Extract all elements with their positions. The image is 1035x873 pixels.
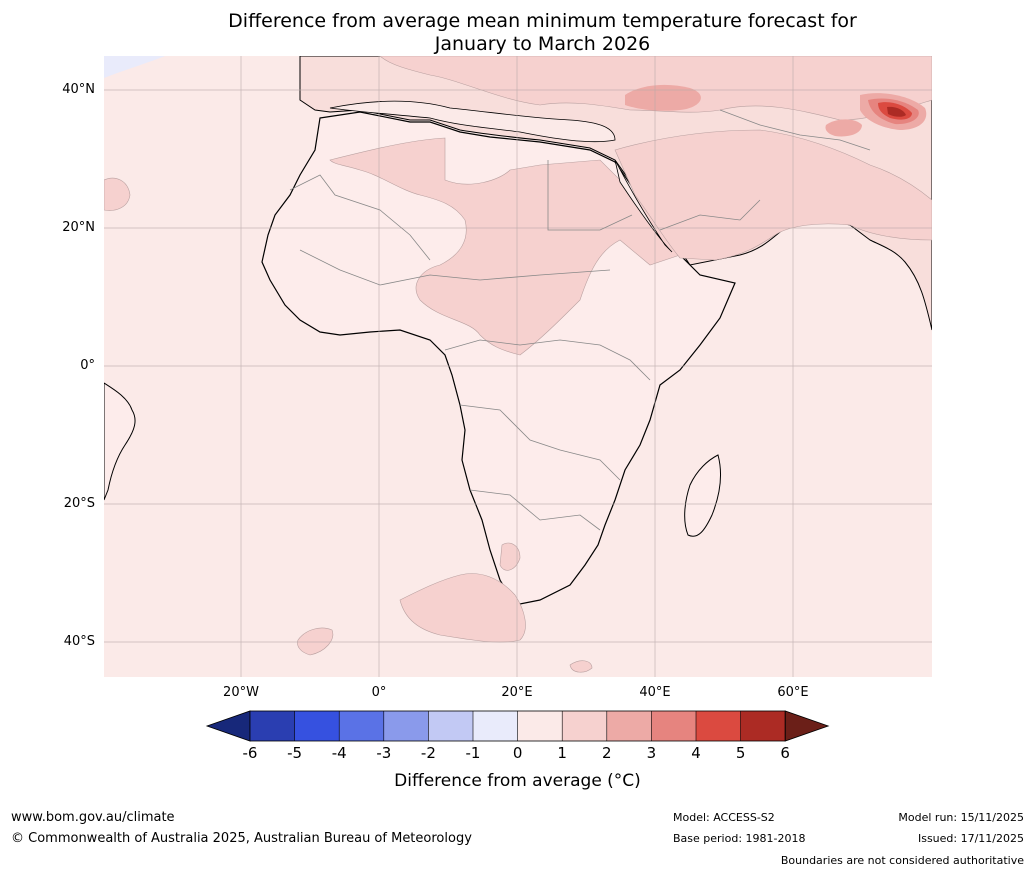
lat-label-equator: 0° bbox=[80, 358, 95, 373]
colorbar-box bbox=[428, 711, 474, 741]
colorbar-box bbox=[294, 711, 340, 741]
base-period-text: Base period: 1981-2018 bbox=[673, 832, 806, 845]
boundary-iran bbox=[719, 109, 871, 151]
colorbar-tick-label: -1 bbox=[465, 744, 481, 762]
indian-ocean-warm-patch bbox=[569, 660, 593, 673]
colorbar-tick-label: 3 bbox=[646, 744, 657, 762]
colorbar bbox=[205, 710, 830, 742]
madagascar-land bbox=[684, 454, 721, 537]
cool-anomaly-patch bbox=[104, 56, 165, 78]
colorbar-arrow-high bbox=[784, 710, 830, 742]
colorbar-box bbox=[696, 711, 741, 741]
colorbar-tick-label: -3 bbox=[376, 744, 392, 762]
colorbar-box bbox=[473, 711, 518, 741]
colorbar-box bbox=[517, 711, 563, 741]
west-atlantic-warm-patch bbox=[104, 177, 131, 211]
colorbar-tick-label: 6 bbox=[780, 744, 790, 762]
colorbar-box bbox=[339, 711, 385, 741]
boundary-egypt-libya bbox=[547, 160, 633, 231]
colorbar-label: Difference from average (°C) bbox=[394, 771, 641, 791]
colorbar-tick-label: 4 bbox=[691, 744, 701, 762]
colorbar-tick-label: 0 bbox=[512, 744, 523, 762]
colorbar-tick-label: 2 bbox=[602, 744, 612, 762]
iran-anomaly-3 bbox=[825, 119, 862, 137]
colorbar-arrow-low bbox=[205, 710, 251, 742]
colorbar-tick-label: -5 bbox=[287, 744, 303, 762]
boundary-arabia bbox=[659, 199, 761, 231]
colorbar-box bbox=[651, 711, 697, 741]
mediterranean-sea bbox=[329, 100, 616, 143]
map-gridlines bbox=[104, 56, 932, 677]
model-text: Model: ACCESS-S2 bbox=[673, 811, 775, 824]
boundary-south bbox=[469, 489, 601, 531]
boundary-southern bbox=[459, 404, 621, 481]
colorbar-box bbox=[606, 711, 652, 741]
title-line-2: January to March 2026 bbox=[434, 33, 651, 55]
red-sea bbox=[614, 159, 673, 253]
south-america-land bbox=[104, 382, 136, 501]
lon-label-0: 0° bbox=[371, 685, 387, 700]
arabia-warm-patch bbox=[614, 129, 932, 261]
issued-text: Issued: 17/11/2025 bbox=[917, 832, 1024, 845]
south-africa-warm-patch bbox=[499, 542, 521, 571]
colorbar-box bbox=[562, 711, 608, 741]
colorbar-tick-label: -4 bbox=[331, 744, 347, 762]
south-atlantic-warm-patch bbox=[399, 573, 526, 643]
copyright-text: © Commonwealth of Australia 2025, Austra… bbox=[11, 831, 472, 846]
lat-label-40s: 40°S bbox=[63, 634, 95, 649]
lon-label-40e: 40°E bbox=[639, 685, 671, 700]
central-asia-anomaly-6 bbox=[887, 106, 906, 117]
lon-label-20w: 20°W bbox=[223, 685, 259, 700]
title-line-1: Difference from average mean minimum tem… bbox=[228, 10, 857, 32]
model-run-text: Model run: 15/11/2025 bbox=[898, 811, 1024, 824]
boundaries-text: Boundaries are not considered authoritat… bbox=[780, 854, 1024, 867]
country-boundaries bbox=[289, 109, 871, 531]
colorbar-box bbox=[383, 711, 429, 741]
lat-label-20n: 20°N bbox=[62, 220, 95, 235]
sahara-warm-patch bbox=[329, 137, 681, 356]
colorbar-tick-label: 5 bbox=[735, 744, 746, 762]
chart-title: Difference from average mean minimum tem… bbox=[0, 10, 1035, 56]
turkey-anomaly-3 bbox=[625, 84, 701, 111]
colorbar-box bbox=[250, 711, 295, 741]
lon-label-20e: 20°E bbox=[501, 685, 533, 700]
south-atlantic-warm-patch-2 bbox=[297, 627, 334, 656]
colorbar-frame bbox=[249, 710, 786, 742]
colorbar-tick-label: -6 bbox=[242, 744, 258, 762]
colorbar-tick-label: -2 bbox=[420, 744, 436, 762]
colorbar-tick-label: 1 bbox=[557, 744, 567, 762]
boundary-sahara-west bbox=[289, 174, 431, 261]
boundary-central bbox=[444, 339, 651, 381]
lat-label-40n: 40°N bbox=[62, 82, 95, 97]
colorbar-box bbox=[740, 711, 786, 741]
lat-label-20s: 20°S bbox=[63, 496, 95, 511]
lon-label-60e: 60°E bbox=[777, 685, 809, 700]
boundary-sahel bbox=[299, 249, 611, 286]
website-link[interactable]: www.bom.gov.au/climate bbox=[11, 810, 175, 825]
